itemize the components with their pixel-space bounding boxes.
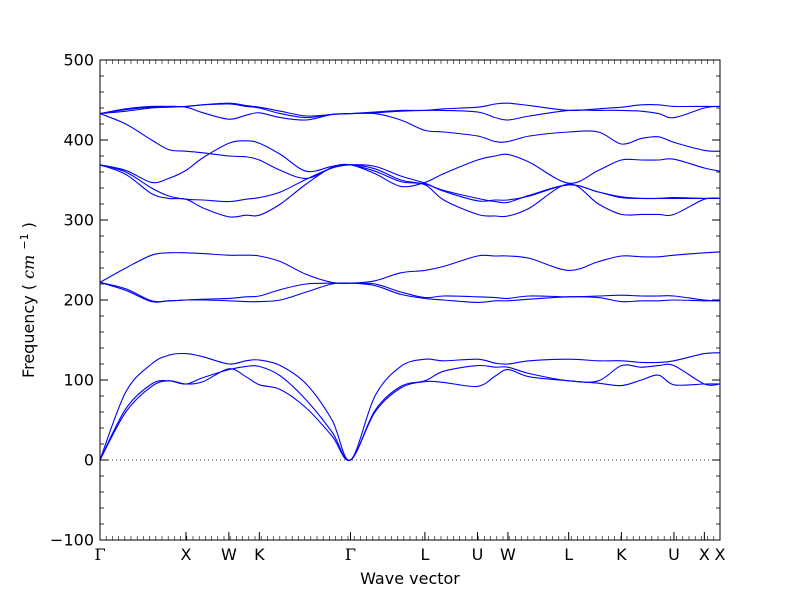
y-tick-label: −100 [50, 531, 94, 550]
x-tick-label: U [668, 545, 680, 564]
band-5 [99, 281, 721, 303]
band-3 [99, 352, 721, 461]
y-tick-label: 100 [63, 371, 94, 390]
band-7 [99, 163, 721, 218]
band-10 [99, 113, 721, 202]
y-tick-label: 500 [63, 51, 94, 70]
x-tick-label: X [180, 545, 191, 564]
y-axis-unit-exp: −1 [18, 233, 31, 249]
band-1 [99, 368, 721, 462]
x-tick-label: K [616, 545, 627, 564]
y-tick-label: 200 [63, 291, 94, 310]
dispersion-curves [99, 102, 721, 462]
y-axis-ticks: −100 0 100 200 300 400 500 [50, 51, 720, 550]
x-tick-label: Γ [345, 545, 356, 564]
band-8 [99, 164, 720, 204]
x-tick-label: W [221, 545, 237, 564]
band-9 [99, 140, 721, 188]
x-tick-label: K [254, 545, 265, 564]
x-tick-label: L [564, 545, 573, 564]
x-tick-label: X [715, 545, 726, 564]
y-axis-label: Frequency ( cm −1 ) [13, 222, 38, 378]
x-tick-label: Γ [94, 545, 105, 564]
y-tick-label: 400 [63, 131, 94, 150]
x-tick-label: L [420, 545, 429, 564]
x-tick-label: W [500, 545, 516, 564]
y-tick-label: 300 [63, 211, 94, 230]
y-axis-unit-base: cm [19, 255, 38, 279]
band-2 [99, 363, 721, 461]
band-13 [99, 102, 720, 117]
y-axis-label-text: Frequency [19, 295, 38, 378]
x-tick-label: U [472, 545, 484, 564]
x-tick-label: X [699, 545, 710, 564]
band-6 [99, 251, 721, 285]
band-11 [99, 105, 721, 152]
y-tick-label: 0 [84, 451, 94, 470]
x-axis-label: Wave vector [360, 569, 460, 588]
